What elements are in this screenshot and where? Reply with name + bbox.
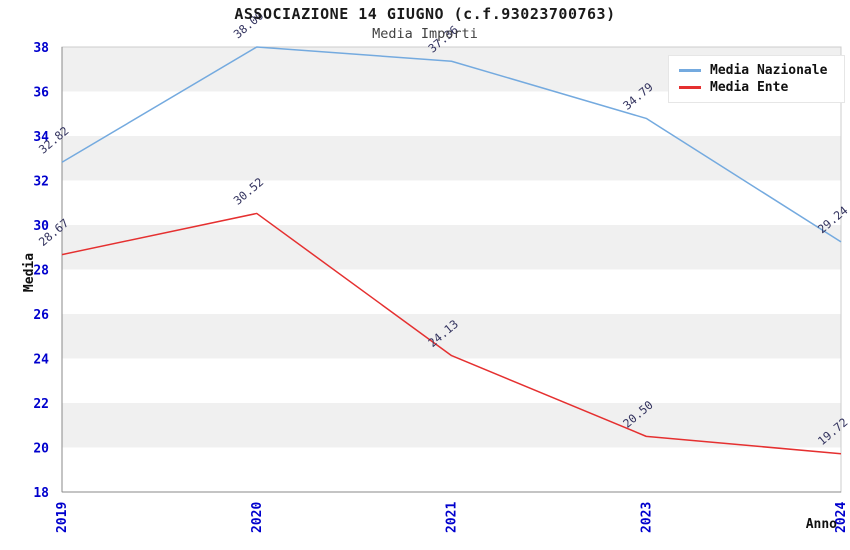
x-tick-label: 2024 [834, 502, 849, 533]
y-axis-title: Media [22, 252, 38, 293]
legend-swatch-media-nazionale [679, 69, 701, 72]
plot-band [62, 314, 841, 359]
y-tick-label: 28 [33, 264, 49, 279]
legend-item-media-ente: Media Ente [679, 80, 844, 95]
legend-label-media-ente: Media Ente [710, 80, 789, 95]
plot-band [62, 358, 841, 403]
y-tick-label: 36 [33, 86, 49, 101]
y-tick-label: 34 [33, 130, 49, 145]
plot-band [62, 136, 841, 181]
y-tick-label: 20 [33, 442, 49, 457]
plot-band [62, 403, 841, 448]
y-tick-label: 24 [33, 353, 49, 368]
chart-title: ASSOCIAZIONE 14 GIUGNO (c.f.93023700763) [234, 5, 616, 23]
y-tick-label: 30 [33, 219, 49, 234]
y-tick-label: 32 [33, 175, 49, 190]
series-line [61, 46, 842, 243]
legend-swatch-media-ente [679, 86, 701, 89]
y-tick-label: 22 [33, 397, 49, 412]
x-tick-label: 2020 [250, 502, 265, 533]
x-tick-label: 2023 [639, 502, 654, 533]
series-line [61, 212, 842, 455]
y-tick-label: 18 [33, 486, 49, 501]
plot-band [62, 269, 841, 314]
plot-band [62, 180, 841, 225]
y-tick-label: 26 [33, 308, 49, 323]
legend-item-media-nazionale: Media Nazionale [679, 63, 844, 78]
legend-label-media-nazionale: Media Nazionale [710, 63, 828, 78]
x-tick-label: 2019 [55, 502, 70, 533]
legend: Media Nazionale Media Ente [668, 55, 845, 103]
chart-subtitle: Media Importi [372, 26, 478, 42]
x-tick-label: 2021 [445, 502, 460, 533]
x-axis-title: Anno [805, 517, 837, 532]
plot-band [62, 225, 841, 270]
y-tick-label: 38 [33, 41, 49, 56]
plot-band [62, 447, 841, 492]
